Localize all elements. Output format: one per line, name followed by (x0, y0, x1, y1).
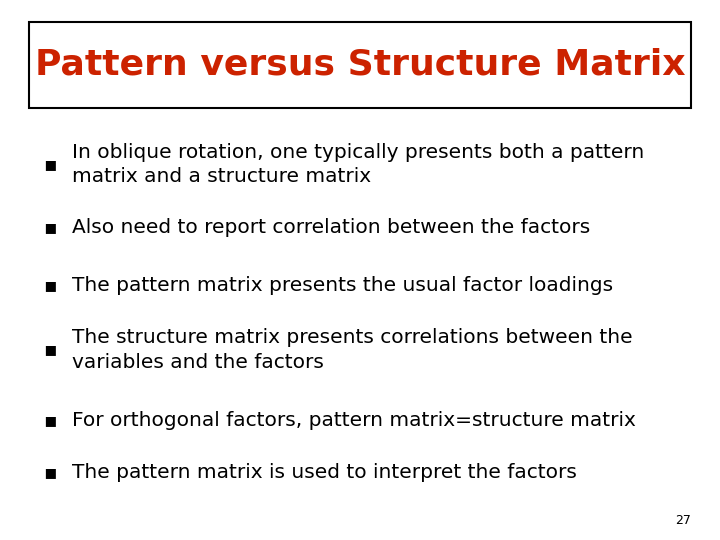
Text: The structure matrix presents correlations between the
variables and the factors: The structure matrix presents correlatio… (72, 328, 633, 372)
Text: ▪: ▪ (43, 463, 57, 482)
Text: ▪: ▪ (43, 340, 57, 360)
Text: In oblique rotation, one typically presents both a pattern
matrix and a structur: In oblique rotation, one typically prese… (72, 143, 644, 186)
Text: Pattern versus Structure Matrix: Pattern versus Structure Matrix (35, 48, 685, 82)
Text: The pattern matrix presents the usual factor loadings: The pattern matrix presents the usual fa… (72, 275, 613, 295)
Text: ▪: ▪ (43, 275, 57, 295)
Text: ▪: ▪ (43, 155, 57, 174)
Text: ▪: ▪ (43, 410, 57, 430)
Text: Also need to report correlation between the factors: Also need to report correlation between … (72, 218, 590, 238)
Text: ▪: ▪ (43, 218, 57, 238)
Bar (29, 22, 691, 108)
Text: 27: 27 (675, 514, 691, 526)
Text: The pattern matrix is used to interpret the factors: The pattern matrix is used to interpret … (72, 463, 577, 482)
Text: For orthogonal factors, pattern matrix=structure matrix: For orthogonal factors, pattern matrix=s… (72, 410, 636, 430)
